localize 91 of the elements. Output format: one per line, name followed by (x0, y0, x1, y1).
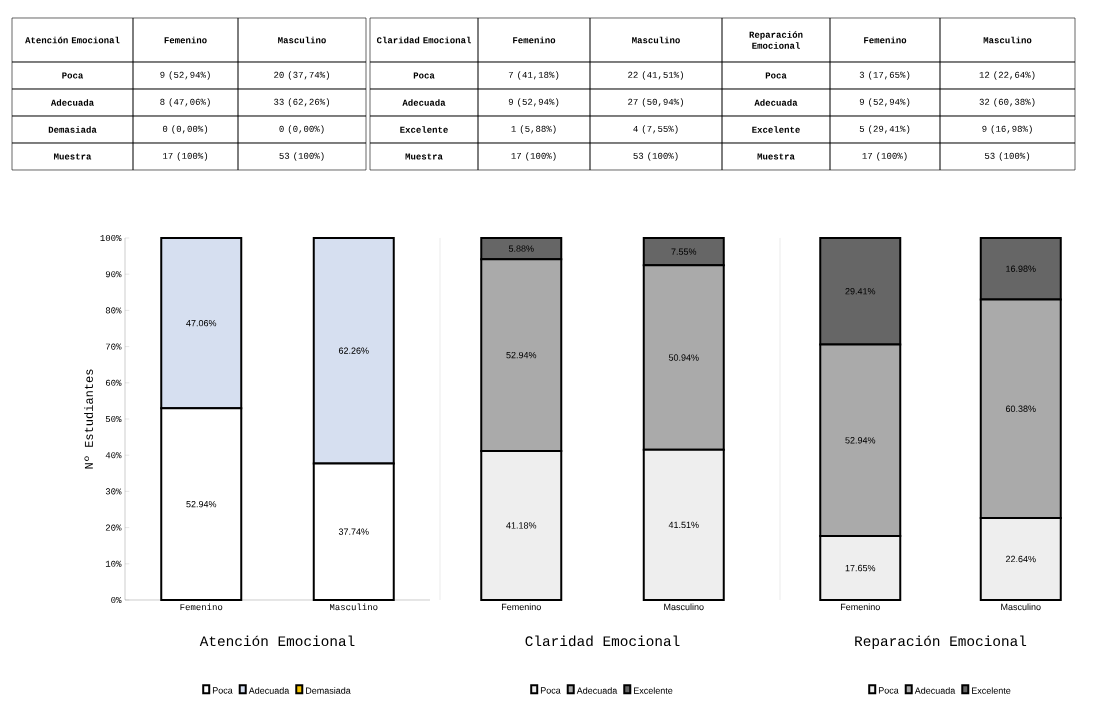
data-label: 37.74% (338, 528, 369, 535)
y-tick-label: 60% (105, 379, 122, 386)
text: Femenino (513, 36, 556, 44)
data-label: 62.26% (338, 347, 369, 354)
text: 17 (100%) (511, 152, 556, 161)
y-tick-label: 30% (105, 488, 122, 495)
data-label: 60.38% (1005, 405, 1036, 412)
text: Femenino (164, 36, 207, 44)
x-tick-label: Masculino (664, 603, 704, 611)
text: 20 (37,74%) (274, 71, 329, 80)
y-tick-label: 20% (105, 524, 122, 531)
x-tick-label: Femenino (180, 603, 223, 611)
y-tick-label: 80% (105, 307, 122, 314)
text: Claridad Emocional (525, 635, 680, 647)
text: Poca (413, 72, 435, 79)
legend-label: Poca (212, 687, 233, 694)
x-tick-label: Femenino (840, 603, 880, 611)
text: 27 (50,94%) (628, 98, 683, 107)
text: Excelente (752, 126, 800, 133)
data-label: 5.88% (508, 245, 534, 252)
legend-label: Demasiada (306, 687, 351, 694)
text: Adecuada (402, 99, 446, 106)
text: Masculino (983, 36, 1032, 44)
text: 8 (47,06%) (160, 98, 210, 107)
text: 12 (22,64%) (979, 71, 1035, 80)
text: 53 (100%) (279, 152, 324, 161)
x-tick-label: Masculino (330, 603, 378, 611)
text: Claridad Emocional (376, 36, 472, 44)
text: Atención Emocional (199, 635, 355, 647)
data-label: 16.98% (1006, 265, 1036, 272)
text: Excelente (400, 126, 448, 133)
y-tick-label: 40% (105, 452, 122, 459)
text: 53 (100%) (984, 152, 1030, 161)
text: 33 (62,26%) (274, 98, 329, 107)
text: Femenino (864, 36, 907, 44)
y-tick-label: 100% (100, 234, 122, 242)
data-label: 7.55% (671, 248, 697, 255)
text: 7 (41,18%) (508, 71, 559, 80)
text: Muestra (54, 153, 92, 160)
data-label: 52.94% (845, 437, 876, 444)
text: 53 (100%) (633, 152, 678, 161)
data-label: 50.94% (668, 354, 699, 361)
text: 9 (16,98%) (982, 125, 1032, 134)
x-tick-label: Masculino (1001, 603, 1041, 611)
text: 3 (17,65%) (859, 71, 910, 80)
y-tick-label: 50% (105, 415, 122, 423)
y-tick-label: 70% (105, 343, 122, 350)
legend-label: Adecuada (576, 687, 618, 694)
text: 9 (52,94%) (859, 98, 910, 107)
x-tick-label: Femenino (501, 603, 541, 611)
data-label: 22.64% (1005, 555, 1036, 563)
text: Muestra (405, 153, 443, 160)
text: 32 (60,38%) (979, 98, 1035, 107)
y-tick-label: 0% (111, 596, 122, 604)
text: 0 (0,00%) (279, 125, 324, 134)
legend-label: Poca (878, 687, 899, 694)
text: 5 (29,41%) (859, 125, 910, 134)
text: Muestra (757, 153, 795, 160)
text: 17 (100%) (163, 152, 208, 161)
text: 1 (5,88%) (511, 125, 556, 134)
legend-label: Excelente (972, 687, 1011, 694)
data-label: 29.41% (845, 288, 876, 295)
text: Poca (765, 72, 787, 79)
data-label: 52.94% (506, 351, 537, 359)
data-label: 52.94% (186, 500, 217, 508)
legend-label: Excelente (634, 687, 673, 694)
text: 9 (52,94%) (508, 98, 559, 107)
text: Masculino (632, 36, 680, 44)
text: 22 (41,51%) (628, 71, 683, 80)
data-label: 17.65% (845, 564, 876, 572)
legend-label: Adecuada (914, 687, 956, 694)
y-tick-label: 90% (105, 271, 122, 278)
text: Masculino (278, 36, 326, 44)
text: Adecuada (754, 99, 798, 106)
y-axis-title: Nº Estudiantes (84, 369, 93, 469)
legend-label: Poca (540, 687, 561, 694)
data-label: 41.18% (506, 522, 537, 529)
y-tick-label: 10% (105, 560, 122, 567)
text: Reparación Emocional (855, 635, 1027, 649)
text: 0 (0,00%) (162, 125, 208, 134)
text: 4 (7,55%) (633, 125, 678, 134)
data-label: 41.51% (668, 521, 699, 529)
legend-label: Adecuada (248, 687, 290, 694)
text: Poca (62, 72, 84, 79)
text: Atención Emocional (25, 36, 120, 44)
data-label: 47.06% (186, 319, 217, 327)
text: Demasiada (48, 126, 97, 133)
text: 17 (100%) (862, 152, 907, 161)
text: Adecuada (50, 99, 94, 106)
text: 9 (52,94%) (160, 71, 210, 80)
text: Reparación Emocional (749, 31, 803, 49)
